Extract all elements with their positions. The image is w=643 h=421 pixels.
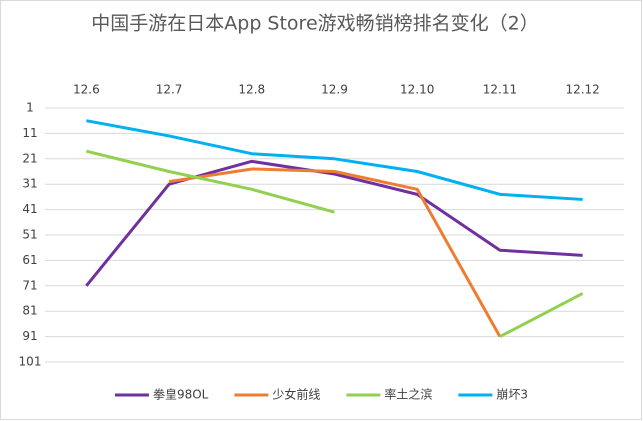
y-tick-label: 31 <box>22 177 37 191</box>
x-tick-label: 12.12 <box>565 83 599 97</box>
y-tick-label: 101 <box>19 355 42 369</box>
y-tick-label: 11 <box>22 126 37 140</box>
y-tick-label: 21 <box>22 151 37 165</box>
legend-label: 少女前线 <box>272 387 320 402</box>
x-tick-label: 12.11 <box>483 83 517 97</box>
y-tick-label: 51 <box>22 228 37 242</box>
y-tick-label: 61 <box>22 253 37 267</box>
y-tick-label: 81 <box>22 304 37 318</box>
legend-label: 拳皇98OL <box>153 387 209 402</box>
legend-label: 崩坏3 <box>496 388 528 402</box>
legend-label: 率土之滨 <box>384 387 432 402</box>
series-line <box>85 159 583 287</box>
y-tick-label: 1 <box>26 101 34 115</box>
y-tick-label: 41 <box>22 202 37 216</box>
x-tick-label: 12.8 <box>238 83 265 97</box>
x-tick-label: 12.10 <box>400 83 434 97</box>
y-tick-label: 71 <box>22 278 37 292</box>
series-line <box>168 167 502 338</box>
chart-title: 中国手游在日本App Store游戏畅销榜排名变化（2） <box>91 13 538 35</box>
x-tick-label: 12.9 <box>321 83 348 97</box>
series-line <box>85 149 584 338</box>
x-tick-label: 12.6 <box>73 83 100 97</box>
x-tick-label: 12.7 <box>156 83 183 97</box>
y-tick-label: 91 <box>22 329 37 343</box>
series-line <box>86 119 583 201</box>
